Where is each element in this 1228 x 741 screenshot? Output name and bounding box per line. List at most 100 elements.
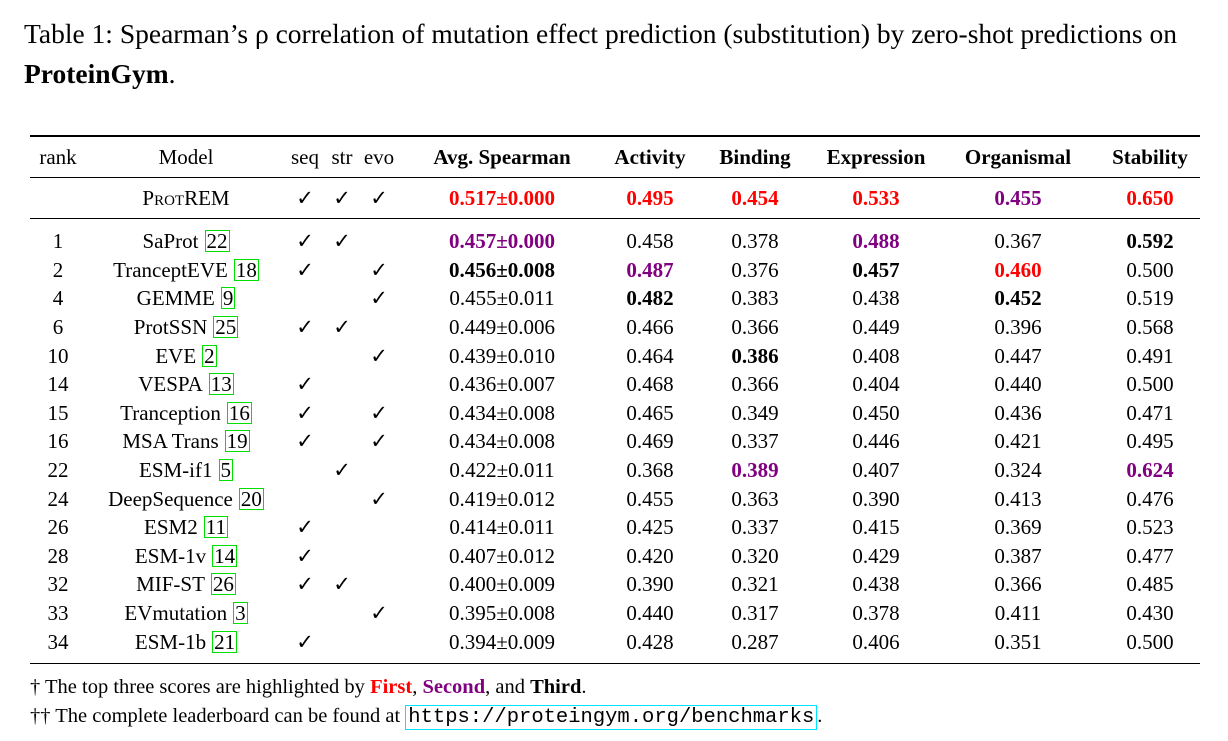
rank-cell: 10 bbox=[47, 343, 69, 368]
citation-link[interactable]: 9 bbox=[220, 286, 236, 311]
citation-link[interactable]: 18 bbox=[233, 257, 259, 282]
model-name: EVE bbox=[155, 343, 197, 368]
model-cell: EVmutation 3 bbox=[86, 599, 286, 628]
expression-cell: 0.533 bbox=[852, 186, 900, 210]
expression-cell: 0.446 bbox=[852, 429, 900, 454]
checkmark-icon: ✓ bbox=[296, 429, 314, 454]
evo-cell: ✓ bbox=[360, 284, 398, 313]
leaderboard-link[interactable]: https://proteingym.org/benchmarks bbox=[405, 705, 818, 730]
activity-cell: 0.420 bbox=[626, 543, 674, 568]
caption-benchmark-name: ProteinGym bbox=[24, 58, 169, 89]
rank-cell: 33 bbox=[47, 601, 69, 626]
organismal-cell: 0.324 bbox=[994, 458, 1042, 483]
expression-cell: 0.449 bbox=[852, 315, 900, 340]
citation-link[interactable]: 19 bbox=[224, 429, 250, 454]
activity-cell: 0.368 bbox=[626, 458, 674, 483]
rank-cell: 22 bbox=[47, 458, 69, 483]
activity-cell: 0.440 bbox=[626, 601, 674, 626]
table-caption: Table 1: Spearman’s ρ correlation of mut… bbox=[24, 14, 1224, 94]
stability-cell: 0.500 bbox=[1126, 257, 1174, 282]
model-name: MSA Trans bbox=[122, 429, 219, 454]
rank-cell: 2 bbox=[52, 257, 64, 282]
stability-cell: 0.477 bbox=[1126, 543, 1174, 568]
model-cell: Tranception 16 bbox=[86, 399, 286, 428]
activity-cell: 0.464 bbox=[626, 343, 674, 368]
seq-cell bbox=[286, 284, 324, 313]
model-cell: EVE 2 bbox=[86, 341, 286, 370]
model-name: ESM2 bbox=[144, 515, 198, 540]
legend-third: Third bbox=[530, 676, 582, 698]
stability-cell: 0.500 bbox=[1126, 372, 1174, 397]
seq-cell: ✓ bbox=[286, 370, 324, 399]
organismal-cell: 0.411 bbox=[994, 601, 1042, 626]
model-cell: SaProt 22 bbox=[86, 219, 286, 256]
avg-spearman-cell: 0.419±0.012 bbox=[448, 486, 556, 511]
rank-cell: 14 bbox=[47, 372, 69, 397]
header-str: str bbox=[331, 145, 353, 169]
table-row: 14 VESPA 13 ✓ 0.436±0.007 0.468 0.366 0.404 0.44… bbox=[30, 370, 1200, 399]
str-cell bbox=[324, 284, 360, 313]
rank-cell: 34 bbox=[47, 629, 69, 654]
citation-link[interactable]: 21 bbox=[212, 629, 238, 654]
activity-cell: 0.390 bbox=[626, 572, 674, 597]
str-cell bbox=[324, 399, 360, 428]
seq-cell: ✓ bbox=[286, 399, 324, 428]
expression-cell: 0.406 bbox=[852, 629, 900, 654]
binding-cell: 0.386 bbox=[731, 343, 779, 368]
header-rank: rank bbox=[39, 145, 77, 169]
str-cell bbox=[324, 370, 360, 399]
citation-link[interactable]: 22 bbox=[204, 229, 230, 254]
model-cell: GEMME 9 bbox=[86, 284, 286, 313]
model-name: VESPA bbox=[138, 372, 203, 397]
organismal-cell: 0.387 bbox=[994, 543, 1042, 568]
avg-spearman-cell: 0.457±0.000 bbox=[448, 229, 556, 254]
citation-link[interactable]: 13 bbox=[208, 372, 234, 397]
header-seq: seq bbox=[291, 145, 319, 169]
model-cell: MSA Trans 19 bbox=[86, 427, 286, 456]
stability-cell: 0.650 bbox=[1126, 186, 1174, 210]
model-cell: TranceptEVE 18 bbox=[86, 256, 286, 285]
header-stability: Stability bbox=[1112, 145, 1188, 169]
checkmark-icon: ✓ bbox=[370, 257, 388, 282]
citation-link[interactable]: 14 bbox=[212, 543, 238, 568]
activity-cell: 0.458 bbox=[626, 229, 674, 254]
citation-link[interactable]: 26 bbox=[210, 572, 236, 597]
rank-cell: 28 bbox=[47, 543, 69, 568]
evo-cell bbox=[360, 456, 398, 485]
expression-cell: 0.408 bbox=[852, 343, 900, 368]
citation-link[interactable]: 11 bbox=[203, 515, 228, 540]
stability-cell: 0.491 bbox=[1126, 343, 1174, 368]
checkmark-icon: ✓ bbox=[296, 629, 314, 654]
model-name: ProtREM bbox=[142, 186, 230, 210]
model-cell: MIF-ST 26 bbox=[86, 570, 286, 599]
checkmark-icon: ✓ bbox=[296, 515, 314, 540]
citation-link[interactable]: 5 bbox=[218, 458, 233, 483]
str-cell bbox=[324, 484, 360, 513]
legend-second: Second bbox=[422, 676, 486, 698]
rank-cell: 16 bbox=[47, 429, 69, 454]
citation-link[interactable]: 2 bbox=[202, 343, 217, 368]
expression-cell: 0.457 bbox=[852, 257, 900, 282]
avg-spearman-cell: 0.455±0.011 bbox=[449, 286, 555, 311]
table-row: 33 EVmutation 3 ✓ 0.395±0.008 0.440 0.317 0.378… bbox=[30, 599, 1200, 628]
citation-link[interactable]: 20 bbox=[238, 486, 264, 511]
model-cell: DeepSequence 20 bbox=[86, 484, 286, 513]
checkmark-icon: ✓ bbox=[296, 543, 314, 568]
citation-link[interactable]: 25 bbox=[213, 315, 239, 340]
binding-cell: 0.383 bbox=[731, 286, 779, 311]
str-cell bbox=[324, 256, 360, 285]
citation-link[interactable]: 16 bbox=[226, 400, 252, 425]
evo-cell: ✓ bbox=[360, 599, 398, 628]
model-name: MIF-ST bbox=[136, 572, 205, 597]
expression-cell: 0.438 bbox=[852, 286, 900, 311]
organismal-cell: 0.436 bbox=[994, 400, 1042, 425]
binding-cell: 0.378 bbox=[731, 229, 779, 254]
table-row: 28 ESM-1v 14 ✓ 0.407±0.012 0.420 0.320 0.429 0.3… bbox=[30, 542, 1200, 571]
table-row: 1 SaProt 22 ✓ ✓ 0.457±0.000 0.458 0.378 0.488 0.3… bbox=[30, 219, 1200, 256]
header-expression: Expression bbox=[826, 145, 926, 169]
binding-cell: 0.337 bbox=[731, 515, 779, 540]
str-cell bbox=[324, 599, 360, 628]
avg-spearman-cell: 0.395±0.008 bbox=[448, 601, 556, 626]
citation-link[interactable]: 3 bbox=[233, 601, 248, 626]
rank-cell: 32 bbox=[47, 572, 69, 597]
